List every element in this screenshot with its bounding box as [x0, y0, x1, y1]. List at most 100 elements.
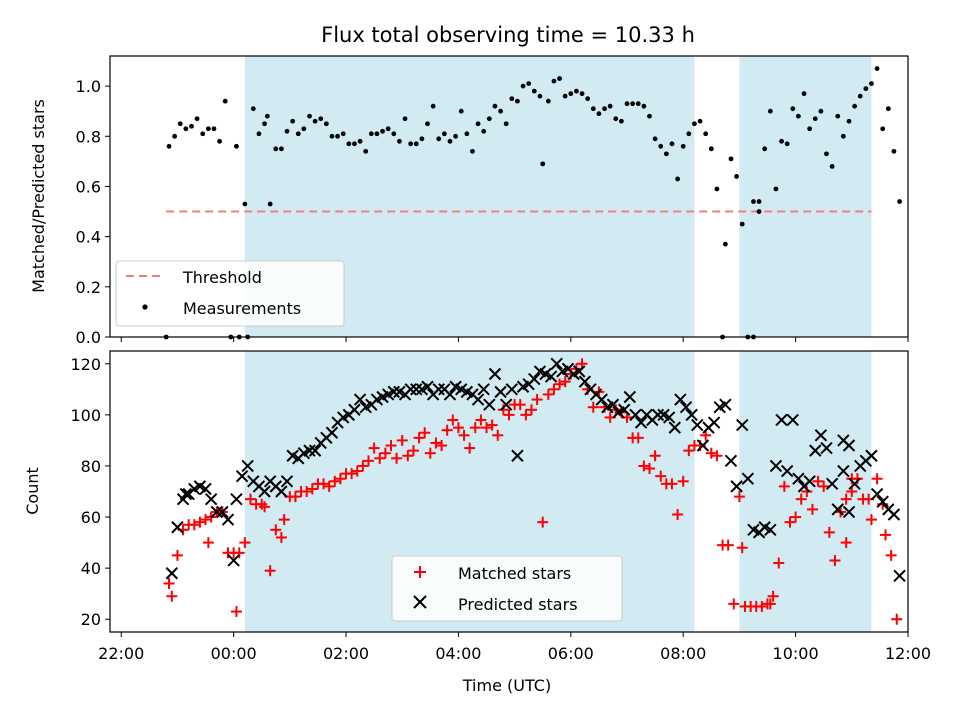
predicted-star-point [792, 472, 805, 485]
measurement-point [880, 126, 886, 132]
predicted-star-point [404, 383, 417, 396]
matched-star-point [233, 547, 245, 559]
predicted-star-point [809, 444, 822, 457]
predicted-star-point [443, 388, 457, 401]
matched-star-point [407, 445, 419, 457]
predicted-star-point [544, 370, 558, 383]
matched-star-point [351, 465, 363, 477]
predicted-star-point [741, 472, 755, 485]
measurement-point [515, 98, 520, 104]
measurement-point [475, 121, 481, 127]
predicted-star-point [825, 477, 839, 491]
measurement-point [340, 131, 346, 137]
predicted-star-point [893, 569, 906, 583]
measurement-point [430, 103, 436, 109]
predicted-star-point [499, 398, 513, 411]
matched-star-point [346, 468, 358, 480]
predicted-star-point [204, 492, 218, 506]
measurement-point [692, 121, 697, 127]
predicted-star-point [432, 383, 445, 396]
measurement-point [807, 126, 813, 132]
predicted-star-point [199, 482, 212, 496]
matched-star-point [318, 478, 330, 490]
predicted-star-point [719, 398, 732, 411]
measurement-point [256, 131, 262, 137]
matched-star-point [368, 442, 380, 454]
predicted-star-point [280, 475, 294, 488]
y-tick-label: 0.8 [76, 127, 101, 146]
matched-star-point [885, 549, 897, 561]
predicted-star-point [617, 403, 631, 416]
predicted-star-point [870, 487, 884, 501]
measurement-point [835, 113, 841, 119]
measurement-point [857, 93, 863, 99]
y-tick-label: 80 [81, 457, 101, 476]
predicted-star-point [887, 508, 901, 521]
predicted-star-point [471, 393, 485, 406]
predicted-star-point [179, 487, 193, 501]
measurement-point [574, 88, 579, 94]
matched-star-point [486, 419, 498, 431]
measurement-point [453, 133, 459, 139]
predicted-star-point [165, 567, 179, 580]
matched-star-point [655, 470, 667, 482]
predicted-star-point [629, 408, 642, 422]
predicted-star-point [606, 398, 620, 411]
measurement-point [756, 199, 762, 204]
measurement-point [824, 151, 829, 157]
matched-star-point [542, 388, 554, 400]
measurement-point [222, 98, 228, 104]
measurements-legend-label: Measurements [183, 299, 301, 318]
predicted-star-point [235, 469, 249, 483]
predicted-star-point [820, 441, 833, 455]
predicted-star-point [623, 390, 637, 404]
matched-star-point [379, 447, 391, 459]
matched-star-point [871, 473, 883, 485]
measurement-point [618, 118, 624, 124]
predicted-star-point [488, 367, 502, 381]
measurement-point [284, 128, 290, 134]
matched-star-point [773, 557, 785, 569]
matched-star-point [548, 383, 560, 395]
predicted-star-point [573, 365, 586, 378]
measurement-point [464, 131, 470, 137]
measurement-point [641, 103, 647, 109]
matched-star-point [301, 486, 313, 497]
measurement-point [840, 133, 846, 139]
measurement-point [295, 131, 301, 137]
predicted-star-point [258, 485, 271, 498]
matched-star-point [778, 480, 790, 492]
predicted-star-point [707, 416, 721, 429]
matched-star-point [188, 519, 200, 531]
matched-star-point [865, 514, 877, 526]
measurement-point [408, 141, 414, 147]
measurement-point [669, 141, 675, 147]
matched-star-point [270, 524, 282, 536]
predicted-star-point [353, 393, 367, 406]
predicted-star-point [876, 495, 889, 508]
matched-star-point [891, 613, 903, 625]
measurement-point [301, 126, 307, 132]
predicted-star-point [674, 393, 687, 406]
matched-star-point [481, 422, 493, 434]
count-panel: 20 40 60 80 100 120 22:00 00:00 02:00 04:00 06:00 0… [23, 350, 931, 695]
predicted-star-point [685, 408, 698, 422]
matched-star-point [436, 440, 448, 452]
predicted-legend-label: Predicted stars [458, 595, 578, 614]
measurement-point [756, 209, 762, 214]
measurement-point [391, 131, 397, 137]
x-tick-label: 22:00 [98, 644, 144, 663]
matched-star-point [357, 460, 369, 472]
predicted-star-point [831, 503, 844, 516]
predicted-star-point [769, 459, 783, 473]
predicted-star-point [410, 383, 423, 396]
matched-star-point [880, 529, 892, 541]
predicted-star-point [842, 505, 856, 519]
matched-star-point [806, 503, 818, 515]
measurement-point [526, 81, 532, 86]
measurement-point [250, 106, 256, 112]
x-axis-label: Time (UTC) [462, 676, 551, 695]
matched-star-point [363, 455, 375, 467]
matched-star-point [587, 401, 599, 413]
measurement-point [217, 138, 222, 144]
